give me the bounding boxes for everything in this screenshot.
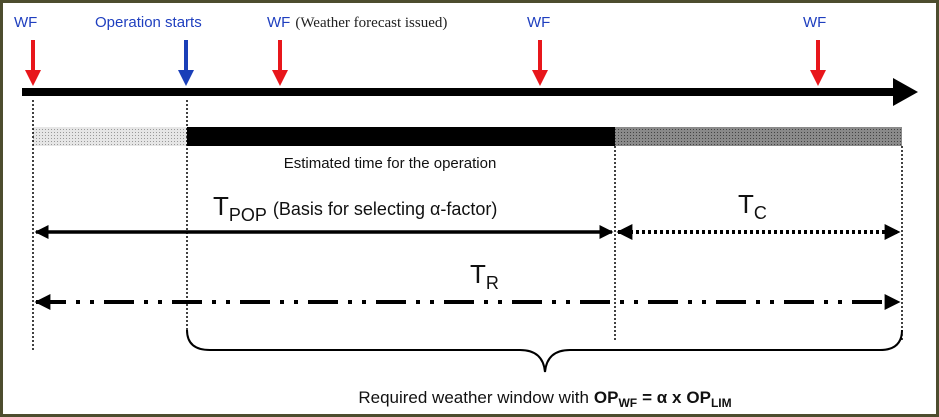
t-pop-label: TPOP (Basis for selecting α-factor) (213, 191, 497, 225)
t-c-label: TC (738, 189, 767, 223)
operator: = α x (642, 388, 682, 407)
brace (186, 329, 903, 373)
subscript: R (486, 273, 499, 293)
caption-text: Required weather window with (358, 388, 589, 407)
marker-label: WF (14, 14, 37, 31)
symbol: T (213, 191, 229, 221)
marker-label: Operation starts (95, 14, 202, 31)
subscript: POP (229, 205, 267, 225)
symbol: T (738, 189, 754, 219)
marker-arrows (25, 40, 826, 86)
bar-contingency (615, 127, 902, 146)
t-r-label: TR (470, 259, 499, 293)
marker-label: WF (267, 14, 290, 31)
marker-note: (Weather forecast issued) (295, 15, 447, 31)
marker-label: WF (527, 14, 550, 31)
note: (Basis for selecting α-factor) (273, 199, 497, 219)
caption: Required weather window with OPWF = α x OPL… (358, 388, 731, 410)
bar-label: Estimated time for the operation (284, 155, 497, 172)
marker-label: WF (Weather forecast issued) (267, 14, 447, 31)
subscript: C (754, 203, 767, 223)
op: OP (594, 388, 619, 407)
bar-before (33, 127, 187, 146)
bar-operation (187, 127, 615, 146)
subscript: LIM (711, 396, 732, 410)
guides (32, 100, 903, 350)
timeline-head (893, 78, 918, 106)
symbol: T (470, 259, 486, 289)
subscript: WF (618, 396, 637, 410)
marker-label: WF (803, 14, 826, 31)
op: OP (686, 388, 711, 407)
